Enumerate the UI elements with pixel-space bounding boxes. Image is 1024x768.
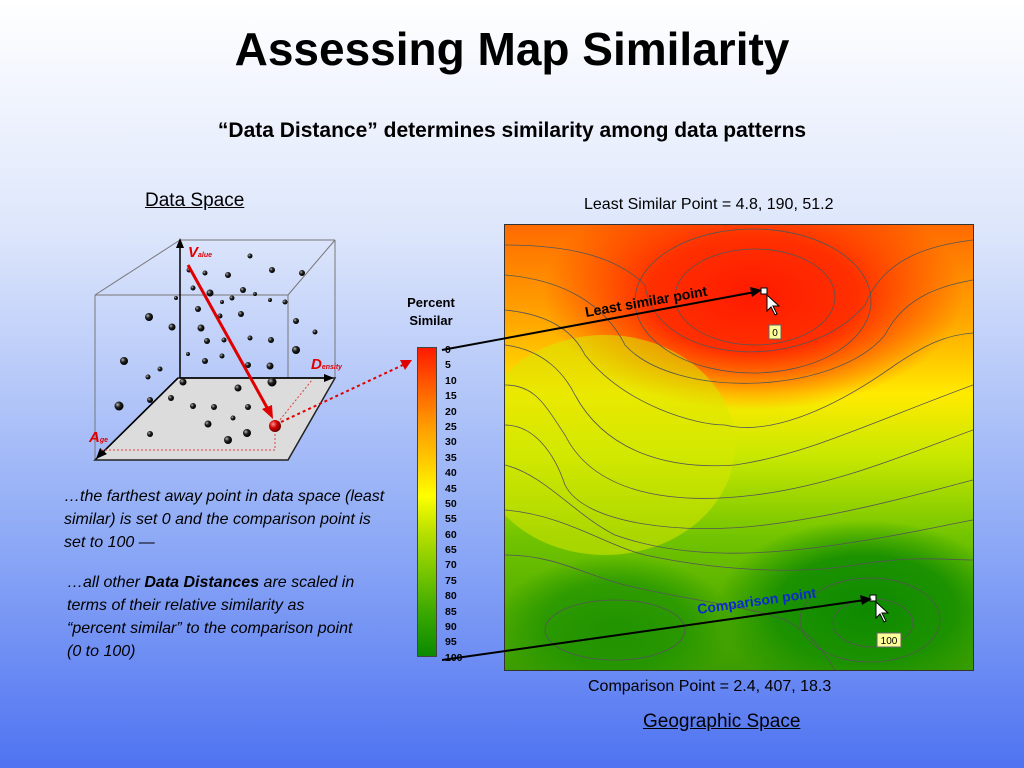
comparison-point-label: Comparison Point = 2.4, 407, 18.3: [588, 678, 832, 695]
comparison-point-3d: [269, 420, 281, 432]
tick-label: 65: [445, 544, 457, 557]
least-similar-marker: [760, 287, 768, 295]
tick-label: 45: [445, 482, 457, 495]
comparison-marker: [869, 594, 877, 602]
similarity-map: 0 100: [504, 224, 974, 671]
value-tag-comparison: [876, 632, 902, 648]
data-space-label: Data Space: [145, 190, 245, 211]
colorbar-ticks: 0 5 10 15 20 25 30 35 40 45 50 55 60 65 …: [445, 343, 463, 666]
dotted-connector: [280, 363, 406, 423]
tick-label: 0: [445, 344, 451, 356]
geographic-space-label: Geographic Space: [643, 711, 801, 732]
value-tag-least-text: 0: [772, 328, 778, 339]
slide-title: Assessing Map Similarity: [234, 23, 790, 75]
age-axis-label: Age: [88, 429, 108, 446]
age-axis: [99, 377, 179, 456]
value-axis-label: Value: [188, 244, 212, 261]
tick-label: 55: [445, 513, 457, 526]
density-axis-label: Density: [311, 356, 343, 373]
cursor-icon: [875, 600, 890, 623]
tick-label: 15: [445, 390, 457, 403]
least-similar-pointer-line: [441, 291, 756, 351]
tick-label: 5: [445, 359, 451, 372]
least-similar-point-label: Least Similar Point = 4.8, 190, 51.2: [584, 196, 834, 213]
tick-label: 25: [445, 420, 457, 433]
tick-label: 90: [445, 621, 457, 634]
value-tag-comparison-text: 100: [881, 636, 898, 647]
tick-label: 30: [445, 436, 457, 449]
legend-title: Percent Similar: [407, 295, 455, 328]
data-distance-arrow: [186, 264, 272, 414]
tick-label: 95: [445, 636, 457, 649]
tick-label: 10: [445, 374, 457, 387]
explanation-text-2: …all other Data Distances are scaled in …: [67, 574, 355, 660]
tick-label: 40: [445, 467, 457, 480]
tick-label: 80: [445, 590, 457, 603]
tick-label: 35: [445, 451, 457, 464]
tick-label: 50: [445, 497, 457, 510]
tick-label: 70: [445, 559, 457, 572]
percent-similar-colorbar: [417, 347, 437, 657]
explanation-text-1: …the farthest away point in data space (…: [64, 488, 385, 551]
tick-label: 85: [445, 605, 457, 618]
comparison-pointer-line: [441, 599, 866, 661]
value-tag-least: [768, 324, 782, 340]
tick-label: 75: [445, 574, 457, 587]
cursor-icon: [766, 293, 781, 316]
tick-label: 20: [445, 405, 457, 418]
tick-label: 60: [445, 528, 457, 541]
least-similar-pointer-label: Least similar point: [584, 283, 709, 320]
comparison-pointer-label: Comparison point: [696, 584, 817, 617]
slide-subtitle: “Data Distance” determines similarity am…: [217, 119, 807, 142]
